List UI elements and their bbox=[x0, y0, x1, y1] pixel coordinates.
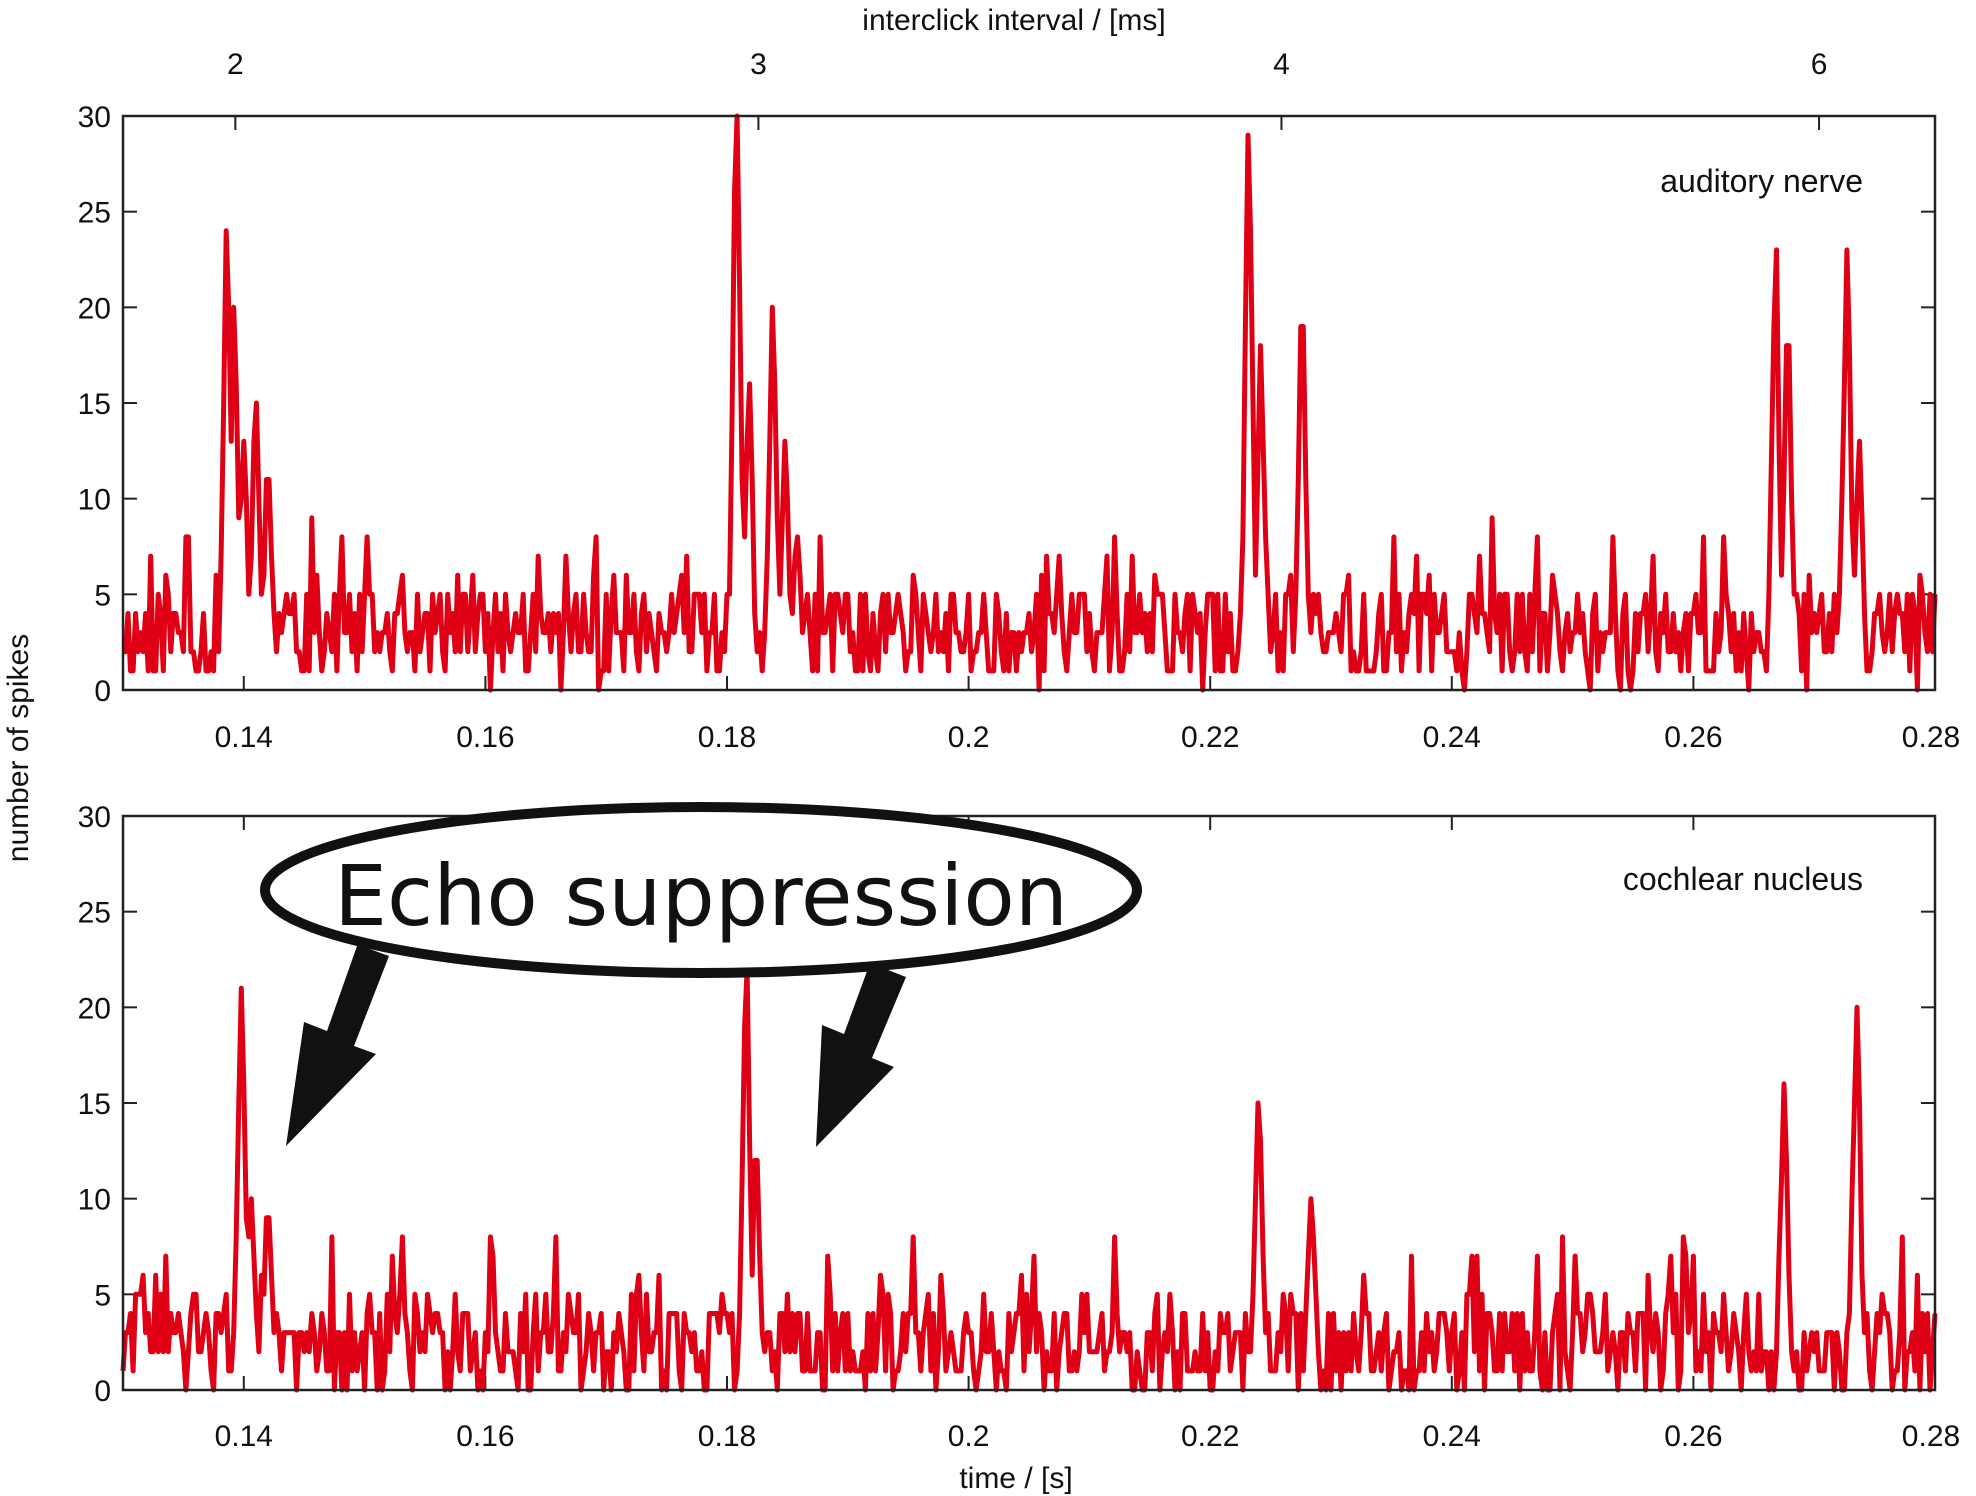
x-tick-label: 0.24 bbox=[1423, 721, 1481, 754]
plot-frame bbox=[121, 814, 1937, 1392]
y-tick-label: 30 bbox=[78, 101, 111, 134]
series-line-auditory-nerve bbox=[123, 113, 1938, 693]
arrow-left-icon bbox=[286, 946, 389, 1146]
y-tick-label: 10 bbox=[78, 484, 111, 517]
series-line-cochlear-nucleus bbox=[120, 966, 1938, 1393]
top-axis-tick-label: 6 bbox=[1811, 48, 1828, 81]
panel-label-auditory-nerve: auditory nerve bbox=[1660, 163, 1863, 199]
echo-suppression-callout: Echo suppression bbox=[260, 802, 1142, 1147]
y-tick-label: 25 bbox=[78, 197, 111, 230]
x-tick-label: 0.16 bbox=[456, 1420, 514, 1453]
y-tick-label: 0 bbox=[94, 675, 111, 708]
y-axis-title: number of spikes bbox=[2, 634, 35, 862]
y-tick-label: 20 bbox=[78, 992, 111, 1025]
top-axis-ticks: 2 3 4 6 bbox=[227, 48, 1827, 130]
top-axis-tick-label: 3 bbox=[750, 48, 767, 81]
y-tick-label: 5 bbox=[94, 579, 111, 612]
x-tick-label: 0.18 bbox=[698, 721, 756, 754]
x-tick-label: 0.14 bbox=[215, 721, 273, 754]
x-tick-label: 0.26 bbox=[1664, 721, 1722, 754]
y-tick-label: 15 bbox=[78, 388, 111, 421]
y-tick-label: 0 bbox=[94, 1375, 111, 1408]
plot-frame bbox=[121, 114, 1937, 692]
y-tick-label: 15 bbox=[78, 1088, 111, 1121]
arrow-right-icon bbox=[816, 963, 906, 1147]
callout-text: Echo suppression bbox=[334, 847, 1068, 945]
x-tick-label: 0.16 bbox=[456, 721, 514, 754]
x-tick-label: 0.28 bbox=[1902, 721, 1960, 754]
y-tick-label: 5 bbox=[94, 1279, 111, 1312]
top-axis-tick-label: 4 bbox=[1273, 48, 1290, 81]
top-axis-tick-label: 2 bbox=[227, 48, 244, 81]
y-tick-label: 30 bbox=[78, 801, 111, 834]
x-tick-label: 0.2 bbox=[948, 721, 990, 754]
top-axis-title: interclick interval / [ms] bbox=[862, 4, 1165, 37]
y-tick-label: 20 bbox=[78, 292, 111, 325]
panel-auditory-nerve: interclick interval / [ms] 2 3 4 6 0 5 10 15 20… bbox=[78, 4, 1961, 754]
x-tick-label: 0.26 bbox=[1664, 1420, 1722, 1453]
x-tick-label: 0.22 bbox=[1181, 721, 1239, 754]
panel-axes: 0 5 10 15 20 25 30 0.14 0.16 0.18 0.2 0.22 0.24 0.26 0… bbox=[78, 101, 1961, 754]
panel-cochlear-nucleus: 0 5 10 15 20 25 30 0.14 0.16 0.18 0.2 0.22 0.24 0.26 0… bbox=[78, 801, 1961, 1453]
x-tick-label: 0.24 bbox=[1423, 1420, 1481, 1453]
x-tick-label: 0.18 bbox=[698, 1420, 756, 1453]
panel-label-cochlear-nucleus: cochlear nucleus bbox=[1623, 861, 1863, 897]
x-tick-label: 0.22 bbox=[1181, 1420, 1239, 1453]
y-tick-label: 25 bbox=[78, 897, 111, 930]
x-tick-label: 0.28 bbox=[1902, 1420, 1960, 1453]
x-tick-label: 0.2 bbox=[948, 1420, 990, 1453]
x-tick-label: 0.14 bbox=[215, 1420, 273, 1453]
y-tick-label: 10 bbox=[78, 1184, 111, 1217]
x-axis-title: time / [s] bbox=[959, 1462, 1072, 1495]
callout-ellipse bbox=[260, 802, 1142, 978]
